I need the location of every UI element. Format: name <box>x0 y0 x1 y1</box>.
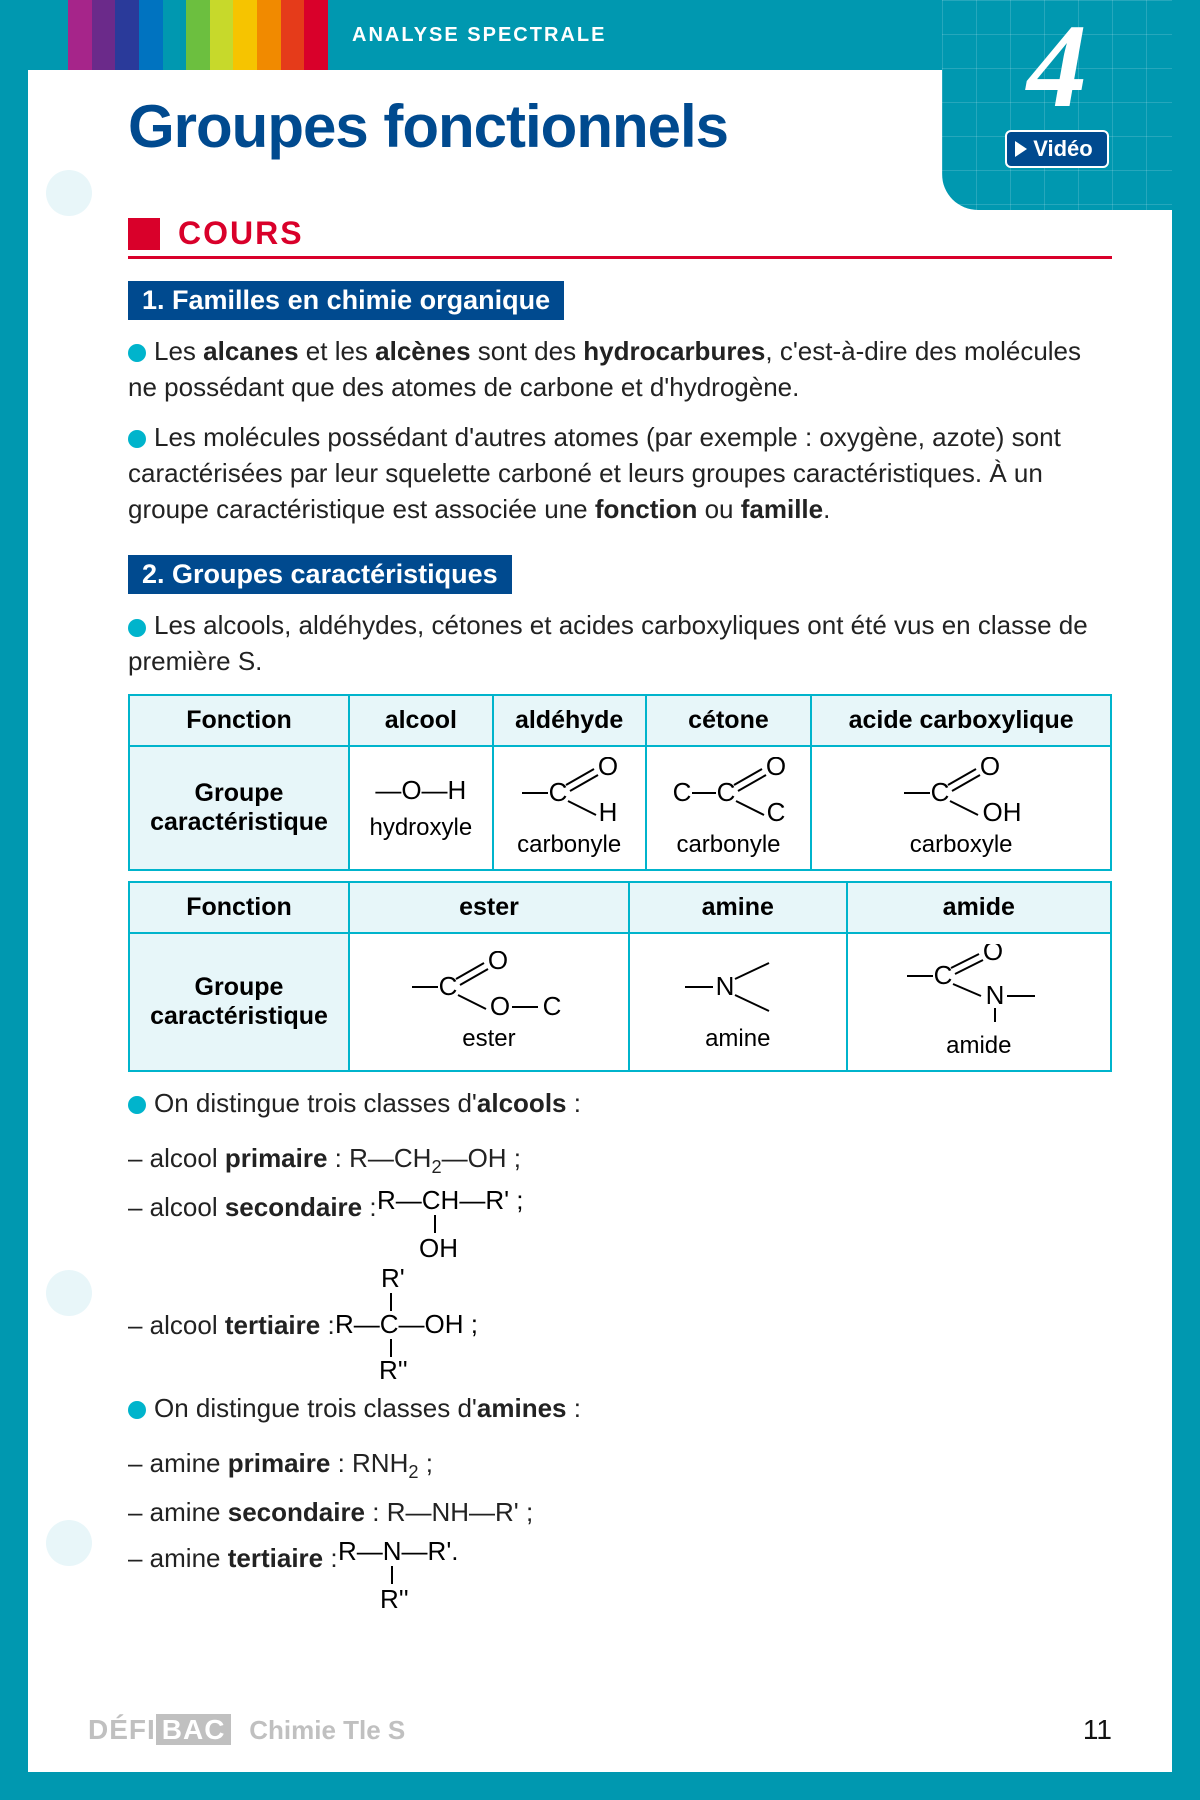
th: ester <box>349 882 629 933</box>
molecule-ester: C O O C <box>404 951 574 1017</box>
svg-text:R—N—R'.: R—N—R'. <box>338 1536 459 1566</box>
bullet-icon <box>128 1401 146 1419</box>
binder-hole <box>46 1520 92 1566</box>
svg-text:C: C <box>717 777 736 807</box>
svg-text:C: C <box>549 777 568 807</box>
video-button[interactable]: Vidéo <box>1005 130 1109 168</box>
page: ANALYSE SPECTRALE 4 Vidéo Groupes foncti… <box>0 0 1200 1800</box>
molecule-ketone: C C O C <box>668 757 788 823</box>
bullet-icon <box>128 344 146 362</box>
cours-heading: COURS <box>128 215 1112 259</box>
td: C O H carbonyle <box>493 746 646 870</box>
svg-text:O: O <box>980 757 1000 781</box>
svg-text:C: C <box>767 797 786 823</box>
cours-label: COURS <box>178 215 304 252</box>
svg-text:O: O <box>598 757 618 781</box>
video-label: Vidéo <box>1033 136 1093 162</box>
brand: DÉFIBAC Chimie Tle S <box>88 1714 405 1746</box>
alcohol-list: – alcool primaire : R—CH2—OH ; – alcool … <box>128 1136 1112 1385</box>
paragraph: On distingue trois classes d'amines : <box>128 1391 1112 1427</box>
th: Groupe caractéristique <box>129 933 349 1071</box>
svg-text:R—CH—R' ;: R—CH—R' ; <box>377 1185 524 1215</box>
svg-text:O: O <box>983 944 1003 966</box>
molecule-aldehyde: C O H <box>514 757 624 823</box>
table-1: Fonction alcool aldéhyde cétone acide ca… <box>128 694 1112 871</box>
svg-text:R'': R'' <box>379 1355 408 1385</box>
bullet-icon <box>128 619 146 637</box>
red-square-icon <box>128 218 160 250</box>
svg-text:R'': R'' <box>380 1584 409 1614</box>
bullet-icon <box>128 430 146 448</box>
paragraph: Les molécules possédant d'autres atomes … <box>128 420 1112 528</box>
svg-text:O: O <box>490 991 510 1017</box>
molecule-amine: N <box>673 951 803 1017</box>
chapter-corner: 4 Vidéo <box>942 0 1172 210</box>
td: N amine <box>629 933 847 1071</box>
td: C O N amide <box>847 933 1111 1071</box>
th: acide carboxylique <box>811 695 1111 746</box>
formula-secondary-alcohol: R—CH—R' ; OH <box>377 1185 577 1263</box>
th: alcool <box>349 695 493 746</box>
td: —O—H hydroxyle <box>349 746 493 870</box>
section-heading-2: 2. Groupes caractéristiques <box>128 555 512 594</box>
breadcrumb: ANALYSE SPECTRALE <box>352 24 606 47</box>
formula-tertiary-alcohol: R' R—C—OH ; R'' <box>335 1265 535 1385</box>
svg-text:R—C—OH ;: R—C—OH ; <box>335 1309 478 1339</box>
th: amide <box>847 882 1111 933</box>
svg-text:H: H <box>599 797 618 823</box>
th: aldéhyde <box>493 695 646 746</box>
th: Fonction <box>129 882 349 933</box>
binder-hole <box>46 1270 92 1316</box>
svg-text:OH: OH <box>983 797 1022 823</box>
paragraph: Les alcools, aldéhydes, cétones et acide… <box>128 608 1112 680</box>
molecule-amide: C O N <box>899 944 1059 1024</box>
rainbow-stripes <box>68 0 328 70</box>
svg-text:C: C <box>673 777 692 807</box>
svg-text:N: N <box>985 980 1004 1010</box>
svg-text:C: C <box>933 960 952 990</box>
th: cétone <box>646 695 812 746</box>
table-2: Fonction ester amine amide Groupe caract… <box>128 881 1112 1072</box>
td: C O OH carboxyle <box>811 746 1111 870</box>
th: Groupe caractéristique <box>129 746 349 870</box>
svg-text:N: N <box>715 971 734 1001</box>
th: amine <box>629 882 847 933</box>
svg-text:C: C <box>439 971 458 1001</box>
svg-text:C: C <box>543 991 562 1017</box>
section-heading-1: 1. Familles en chimie organique <box>128 281 564 320</box>
content: Groupes fonctionnels COURS 1. Familles e… <box>28 70 1172 1614</box>
binder-hole <box>46 170 92 216</box>
svg-text:C: C <box>931 777 950 807</box>
td: C C O C carbonyle <box>646 746 812 870</box>
svg-text:O: O <box>488 951 508 975</box>
svg-text:R': R' <box>381 1265 405 1293</box>
paragraph: On distingue trois classes d'alcools : <box>128 1086 1112 1122</box>
footer: DÉFIBAC Chimie Tle S 11 <box>88 1714 1112 1746</box>
td: C O O C ester <box>349 933 629 1071</box>
formula-tertiary-amine: R—N—R'. R'' <box>338 1536 518 1614</box>
bullet-icon <box>128 1096 146 1114</box>
amine-list: – amine primaire : RNH2 ; – amine second… <box>128 1441 1112 1614</box>
page-number: 11 <box>1083 1714 1112 1746</box>
paragraph: Les alcanes et les alcènes sont des hydr… <box>128 334 1112 406</box>
svg-text:O: O <box>766 757 786 781</box>
molecule-carboxylic-acid: C O OH <box>896 757 1026 823</box>
svg-text:OH: OH <box>419 1233 458 1263</box>
play-icon <box>1015 141 1027 157</box>
th: Fonction <box>129 695 349 746</box>
chapter-number: 4 <box>1027 6 1087 126</box>
